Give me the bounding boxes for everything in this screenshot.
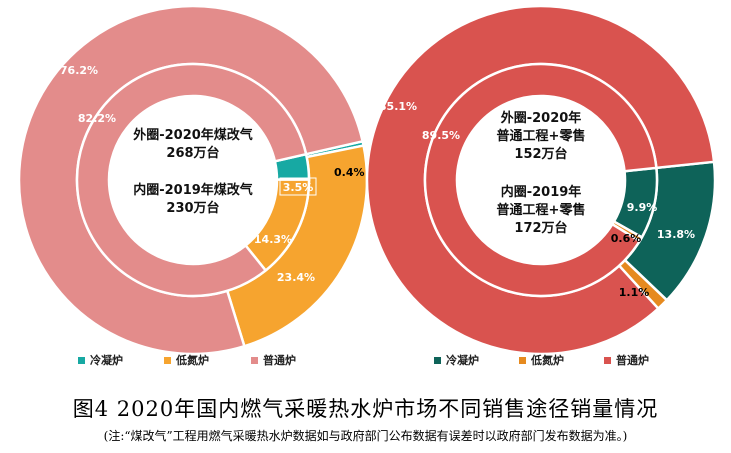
legend-swatch-2 — [164, 357, 171, 364]
legend-swatch-2 — [519, 357, 526, 364]
outer-ring-data-label-2: 23.4% — [277, 271, 315, 284]
legend-label-3: 普通炉 — [263, 353, 296, 367]
figure-title: 图4 2020年国内燃气采暖热水炉市场不同销售途径销量情况 — [72, 397, 659, 421]
legend-label-1: 冷凝炉 — [90, 353, 123, 367]
inner-ring-data-label-1: 3.5% — [283, 181, 314, 194]
inner-ring-slice-3 — [423, 62, 658, 298]
center-text-line-1: 外圈-2020年煤改气 — [132, 127, 253, 143]
charts-canvas: 0.4% 23.4% 76.2% 3.5% 14.3% 82.2% 外圈-2020年煤改气 2… — [17, 4, 717, 367]
legend-swatch-3 — [604, 357, 611, 364]
center-text-line-1: 外圈-2020年 — [500, 110, 582, 126]
inner-ring-label-box — [279, 177, 317, 196]
legend-label-2: 低氮炉 — [175, 353, 209, 367]
outer-ring-data-label-1: 0.4% — [334, 166, 365, 179]
center-text-line-2: 268万台 — [166, 145, 219, 161]
center-text-line-2: 普通工程+零售 — [497, 128, 586, 144]
center-text-line-4: 230万台 — [166, 200, 219, 216]
center-text-line-3: 152万台 — [514, 146, 567, 162]
inner-ring-data-label-3: 82.2% — [78, 112, 116, 125]
legend-label-2: 低氮炉 — [530, 353, 564, 367]
legend-swatch-1 — [78, 357, 85, 364]
center-text-line-4: 内圈-2019年 — [501, 184, 582, 200]
legend-swatch-1 — [434, 357, 441, 364]
center-text-line-5: 普通工程+零售 — [497, 202, 586, 218]
donut-chart-1: 0.4% 23.4% 76.2% 3.5% 14.3% 82.2% 外圈-2020年煤改气 2… — [17, 4, 369, 367]
legend-swatch-3 — [251, 357, 258, 364]
outer-ring-data-label-3: 76.2% — [60, 64, 98, 77]
legend-label-3: 普通炉 — [616, 353, 649, 367]
legend-label-1: 冷凝炉 — [446, 353, 479, 367]
figure-note: (注:“煤改气”工程用燃气采暖热水炉数据如与政府部门公布数据有误差时以政府部门发… — [103, 429, 628, 443]
center-text-line-3: 内圈-2019年煤改气 — [133, 182, 253, 198]
outer-ring-data-label-1: 13.8% — [657, 228, 695, 241]
inner-ring-data-label-1: 9.9% — [627, 201, 658, 214]
outer-ring-data-label-3: 85.1% — [379, 100, 417, 113]
inner-ring-slice-3 — [75, 62, 308, 298]
center-text-line-6: 172万台 — [514, 220, 567, 236]
inner-ring-data-label-2: 0.6% — [611, 232, 642, 245]
donut-chart-2: 13.8% 1.1% 85.1% 9.9% 0.6% 89.5% 外圈-2020年普通工程+… — [365, 4, 717, 367]
inner-ring-data-label-3: 89.5% — [422, 129, 460, 142]
outer-ring-data-label-2: 1.1% — [619, 286, 650, 299]
inner-ring-data-label-2: 14.3% — [254, 233, 292, 246]
